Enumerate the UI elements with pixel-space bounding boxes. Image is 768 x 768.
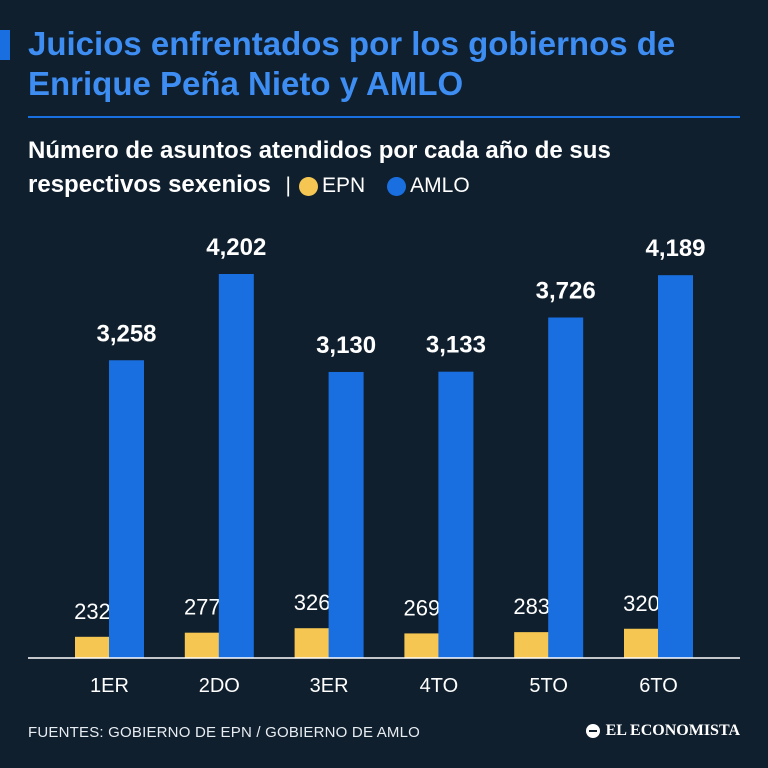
brand-name: EL ECONOMISTA bbox=[605, 722, 740, 739]
legend-epn-swatch bbox=[298, 176, 318, 196]
bar-amlo-1er bbox=[109, 360, 144, 658]
brand-logo-icon bbox=[585, 724, 600, 738]
sources-note: FUENTES: GOBIERNO DE EPN / GOBIERNO DE A… bbox=[28, 724, 421, 741]
bar-amlo-3er bbox=[328, 371, 364, 658]
x-tick-label-6to: 6TO bbox=[639, 675, 678, 697]
data-label-amlo-1er: 3,258 bbox=[96, 320, 156, 347]
bar-epn-6to bbox=[624, 628, 659, 658]
x-tick-label-4to: 4TO bbox=[420, 675, 459, 697]
data-label-epn-3er: 326 bbox=[294, 590, 331, 615]
data-label-amlo-3er: 3,130 bbox=[316, 332, 376, 359]
bar-epn-3er bbox=[294, 628, 330, 658]
legend-amlo-swatch bbox=[387, 176, 407, 196]
x-tick-label-3er: 3ER bbox=[310, 675, 349, 697]
subtitle-text: Número de asuntos atendidos por cada año… bbox=[28, 137, 611, 198]
brand-logo: EL ECONOMISTA bbox=[585, 722, 740, 740]
chart-subtitle: Número de asuntos atendidos por cada año… bbox=[28, 134, 748, 203]
bar-amlo-5to bbox=[548, 317, 584, 658]
data-label-epn-6to: 320 bbox=[623, 591, 660, 616]
data-label-epn-1er: 232 bbox=[74, 599, 111, 624]
legend: | EPN AMLO bbox=[277, 169, 491, 203]
bar-amlo-2do bbox=[218, 274, 254, 658]
bar-epn-1er bbox=[75, 636, 110, 658]
data-label-epn-5to: 283 bbox=[513, 594, 550, 619]
legend-amlo-label: AMLO bbox=[410, 174, 470, 197]
bar-amlo-4to bbox=[438, 371, 474, 658]
title-divider bbox=[28, 116, 740, 118]
x-tick-label-1er: 1ER bbox=[90, 675, 129, 697]
legend-epn-label: EPN bbox=[321, 174, 366, 197]
data-label-amlo-4to: 3,133 bbox=[426, 332, 486, 359]
legend-separator: | bbox=[285, 174, 291, 197]
data-label-epn-2do: 277 bbox=[184, 595, 221, 620]
bar-epn-5to bbox=[514, 632, 550, 658]
data-label-amlo-6to: 4,189 bbox=[645, 235, 705, 262]
x-tick-label-5to: 5TO bbox=[529, 675, 568, 697]
data-label-amlo-5to: 3,726 bbox=[536, 277, 596, 304]
data-label-amlo-2do: 4,202 bbox=[206, 234, 266, 261]
bar-epn-2do bbox=[184, 632, 220, 658]
page-title: Juicios enfrentados por los gobiernos de… bbox=[28, 25, 676, 102]
data-label-epn-4to: 269 bbox=[404, 595, 441, 620]
bar-epn-4to bbox=[404, 633, 440, 658]
title-accent-bar bbox=[0, 30, 10, 60]
bar-amlo-6to bbox=[658, 275, 693, 658]
x-tick-label-2do: 2DO bbox=[199, 675, 240, 697]
